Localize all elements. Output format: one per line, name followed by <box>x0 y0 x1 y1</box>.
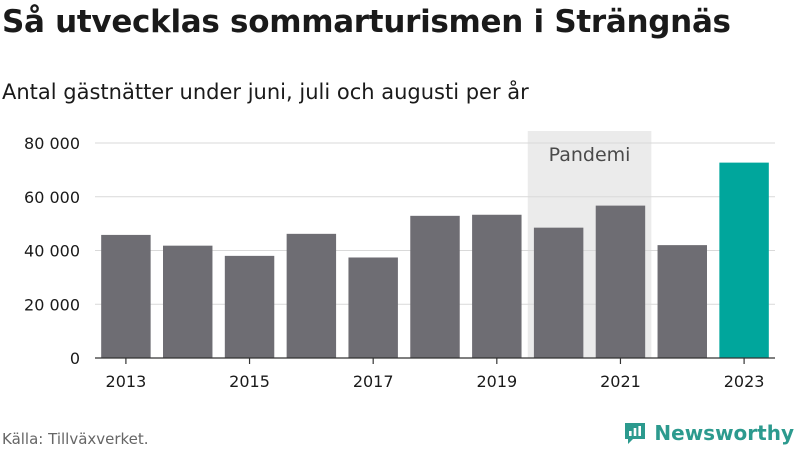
bar-2021 <box>595 205 646 358</box>
brand-name: Newsworthy <box>654 421 794 445</box>
bar-2019 <box>472 214 522 358</box>
chart-subtitle: Antal gästnätter under juni, juli och au… <box>2 80 529 104</box>
y-tick-label: 0 <box>70 349 80 368</box>
bar-2016 <box>286 233 337 358</box>
chart-title: Så utvecklas sommarturismen i Strängnäs <box>2 4 731 40</box>
y-tick-label: 40 000 <box>24 242 80 261</box>
x-tick-label: 2021 <box>600 372 641 391</box>
bar-2023 <box>719 162 769 358</box>
x-tick-label: 2017 <box>353 372 394 391</box>
bar-2020 <box>533 227 584 358</box>
bar-2018 <box>410 215 460 358</box>
newsworthy-logo-icon <box>625 423 646 444</box>
x-tick-label: 2023 <box>724 372 765 391</box>
y-tick-label: 60 000 <box>24 188 80 207</box>
bar-chart: Pandemi 0 20 000 40 000 60 000 80 000 2013 201… <box>24 131 775 391</box>
x-tick-label: 2015 <box>229 372 270 391</box>
bar-2014 <box>163 245 213 358</box>
x-tick-label: 2019 <box>476 372 517 391</box>
bar-2015 <box>224 255 275 358</box>
y-tick-label: 20 000 <box>24 295 80 314</box>
source-note: Källa: Tillväxverket. <box>2 430 149 448</box>
x-tick-label: 2013 <box>106 372 147 391</box>
y-tick-label: 80 000 <box>24 134 80 153</box>
bar-2022 <box>657 245 707 358</box>
bar-2013 <box>101 234 151 358</box>
pandemic-label: Pandemi <box>549 144 631 166</box>
bar-2017 <box>348 257 398 358</box>
brand-logo: Newsworthy <box>622 420 794 446</box>
